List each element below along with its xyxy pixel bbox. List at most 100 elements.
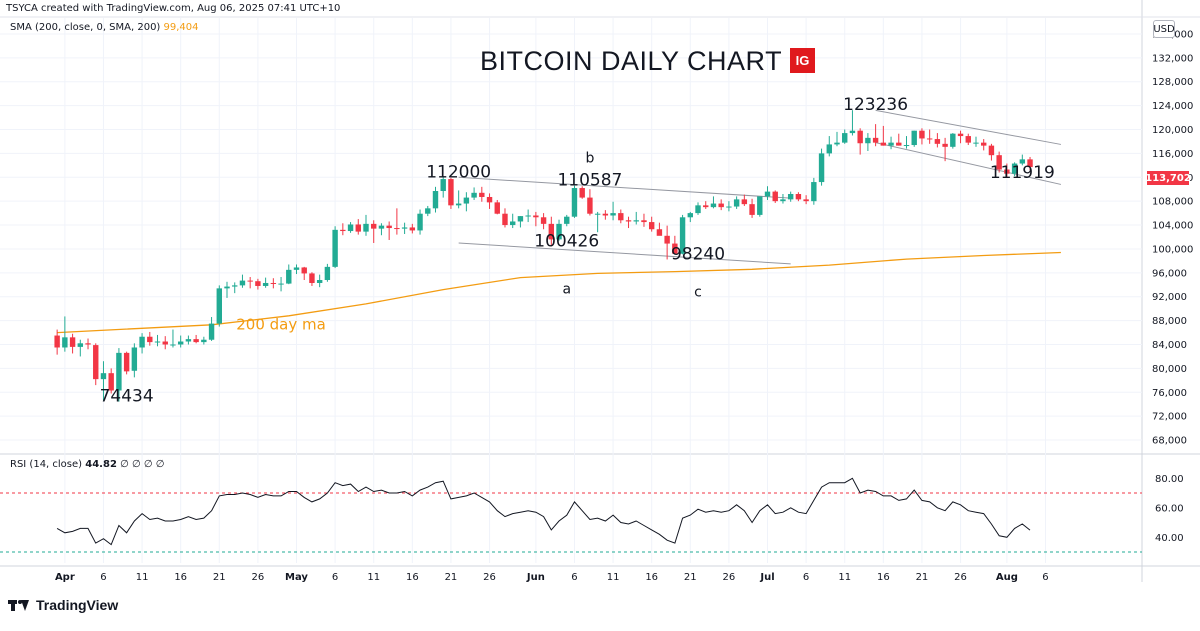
candle — [440, 177, 446, 198]
candle — [926, 129, 933, 144]
candle-body — [162, 341, 168, 345]
candle — [525, 209, 531, 223]
time-tick-label: 26 — [252, 572, 265, 583]
candle-body — [826, 144, 832, 154]
price-annotation: 98240 — [671, 244, 725, 264]
candle — [540, 213, 547, 230]
chart-title: BITCOIN DAILY CHART — [480, 46, 783, 76]
candle — [911, 130, 917, 147]
candle-body — [733, 199, 740, 207]
candle — [749, 198, 755, 218]
candle-body — [579, 188, 585, 198]
candle — [502, 208, 508, 228]
candle-body — [425, 208, 431, 214]
tradingview-footer[interactable]: TradingView — [8, 597, 118, 613]
candle — [741, 194, 748, 206]
candle — [177, 335, 184, 348]
candle-body — [77, 343, 84, 347]
candle — [672, 235, 678, 254]
created-by-label: TSYCA created with TradingView.com, Aug … — [6, 3, 341, 14]
candle-body — [896, 142, 902, 146]
candle — [54, 329, 60, 355]
candle-body — [247, 280, 253, 282]
candle-body — [100, 373, 107, 380]
price-annotation: b — [585, 150, 594, 166]
candle-body — [903, 145, 910, 147]
candle-body — [262, 282, 269, 286]
candle — [162, 336, 168, 350]
candle — [371, 220, 377, 243]
candle-body — [386, 225, 392, 229]
candle — [340, 223, 346, 236]
tradingview-logo-icon — [8, 598, 30, 612]
grid-lines — [0, 18, 1142, 563]
ma-annotation: 200 day ma — [236, 316, 326, 334]
time-tick-label: Apr — [55, 572, 75, 583]
price-axis-ticks: 136,000132,000128,000124,000120,000116,0… — [1152, 29, 1193, 446]
candle-body — [718, 203, 724, 208]
candle — [494, 199, 500, 215]
price-annotation: a — [562, 282, 571, 298]
candle-body — [695, 205, 701, 214]
rsi-legend[interactable]: RSI (14, close) 44.82 ∅ ∅ ∅ ∅ — [10, 459, 164, 470]
candle — [934, 133, 941, 148]
candle — [510, 213, 516, 229]
candle-body — [641, 220, 647, 223]
time-tick-label: 6 — [803, 572, 809, 583]
candle — [77, 339, 84, 357]
candle — [363, 214, 369, 236]
candle-body — [440, 179, 446, 192]
candle-body — [170, 344, 176, 346]
candle-body — [394, 228, 400, 230]
time-tick-label: Jun — [526, 572, 545, 583]
candle-body — [540, 217, 547, 224]
candle-body — [610, 213, 616, 216]
candle — [355, 219, 361, 235]
candle — [1011, 162, 1018, 177]
candle — [950, 133, 956, 149]
candle-body — [594, 213, 601, 215]
candle — [718, 199, 724, 211]
candle-body — [1011, 163, 1018, 174]
candle-body — [69, 337, 76, 347]
sma-legend[interactable]: SMA (200, close, 0, SMA, 200) 99,404 — [10, 22, 199, 33]
candle — [309, 272, 315, 286]
price-tick-label: 108,000 — [1152, 197, 1193, 208]
candle — [903, 136, 910, 149]
candle — [463, 192, 470, 212]
candle — [479, 186, 485, 202]
candle — [842, 129, 848, 144]
candle-body — [888, 142, 894, 146]
candle — [633, 211, 639, 225]
candle — [641, 213, 647, 227]
candle-body — [185, 339, 192, 342]
candle-body — [618, 213, 624, 221]
candle — [988, 143, 995, 161]
candle-body — [919, 130, 925, 139]
candle — [981, 139, 987, 151]
candle — [872, 124, 879, 147]
candle — [849, 110, 856, 136]
candle — [232, 282, 238, 294]
candle-body — [62, 337, 68, 348]
time-tick-label: 11 — [607, 572, 620, 583]
currency-badge[interactable]: USD — [1153, 20, 1175, 38]
candle — [880, 125, 887, 146]
candle — [216, 285, 222, 327]
price-tick-label: 132,000 — [1152, 53, 1193, 64]
candle-body — [803, 199, 809, 202]
candle — [394, 208, 400, 235]
candle-body — [293, 267, 300, 270]
candle-body — [432, 191, 439, 209]
candle-body — [201, 339, 207, 343]
candle-body — [147, 336, 153, 343]
candle — [208, 317, 215, 341]
candle — [262, 277, 269, 288]
candle — [1004, 163, 1010, 178]
rsi-legend-value: 44.82 — [85, 459, 117, 470]
candle — [865, 133, 871, 151]
candle — [548, 216, 555, 247]
candle — [417, 209, 423, 235]
time-tick-label: 11 — [136, 572, 149, 583]
